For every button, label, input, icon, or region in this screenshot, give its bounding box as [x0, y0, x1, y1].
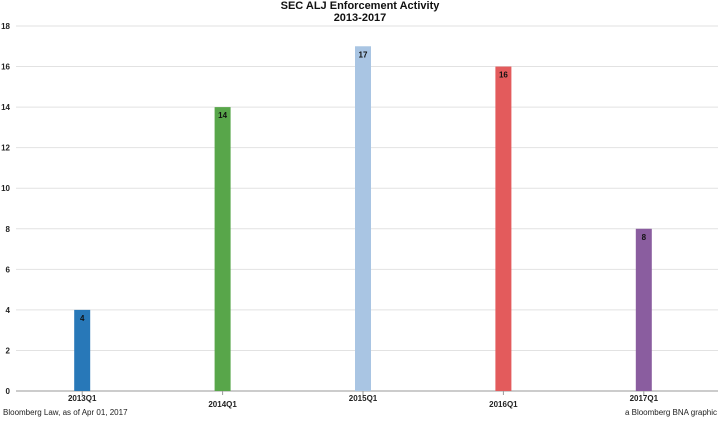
x-tick-label: 2015Q1: [349, 394, 378, 403]
y-tick-label: 16: [1, 63, 10, 72]
y-tick-label: 2: [6, 346, 11, 355]
y-tick-label: 4: [6, 306, 11, 315]
x-tick-label: 2017Q1: [630, 394, 659, 403]
bar-value-label: 16: [499, 71, 508, 80]
source-note: Bloomberg Law, as of Apr 01, 2017: [3, 408, 128, 417]
y-tick-label: 14: [1, 103, 10, 112]
y-tick-label: 8: [6, 225, 11, 234]
bar-value-label: 17: [359, 50, 368, 59]
y-tick-label: 12: [1, 144, 10, 153]
x-tick-label: 2016Q1: [489, 400, 518, 409]
y-axis-ticks: 0 2 4 6 8 10 12 14 16 18: [1, 22, 10, 396]
chart-subtitle: 2013-2017: [334, 12, 387, 24]
x-tick-label: 2014Q1: [208, 400, 237, 409]
bar: [495, 66, 512, 392]
bar: [635, 228, 652, 391]
bars: 4 14 17 16 8: [74, 46, 652, 392]
y-tick-label: 0: [6, 387, 11, 396]
y-tick-label: 6: [6, 265, 11, 274]
bar: [74, 309, 91, 391]
x-tick-label: 2013Q1: [68, 394, 97, 403]
bar-value-label: 4: [80, 314, 85, 323]
y-tick-label: 10: [1, 184, 10, 193]
x-axis-ticks: 2013Q1 2014Q1 2015Q1 2016Q1 2017Q1: [68, 391, 659, 409]
y-tick-label: 18: [1, 22, 10, 31]
bar: [214, 107, 231, 391]
chart-title: SEC ALJ Enforcement Activity: [281, 0, 441, 12]
bar: [355, 46, 371, 392]
bar-value-label: 8: [642, 233, 647, 242]
credit-note: a Bloomberg BNA graphic: [624, 408, 717, 417]
bar-value-label: 14: [218, 111, 227, 120]
